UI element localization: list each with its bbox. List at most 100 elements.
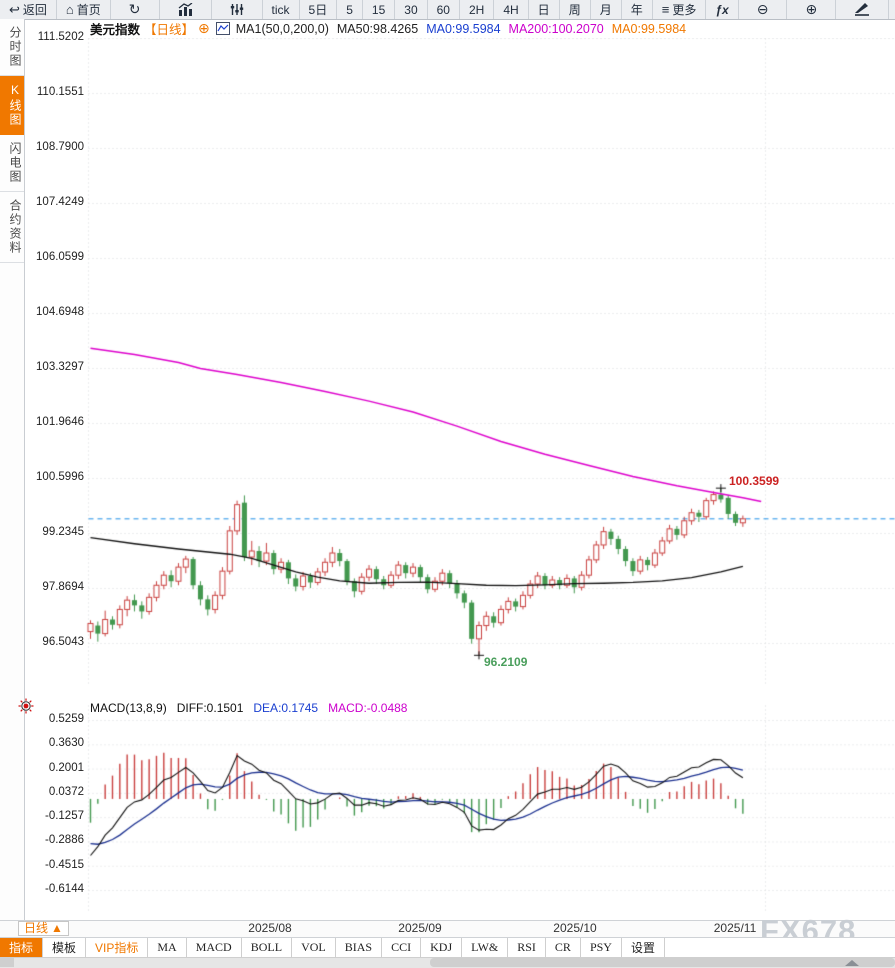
indicator-settings-button[interactable]	[212, 0, 263, 19]
left-sidebar: 分时图 K线图 闪电图 合约资料	[0, 19, 25, 920]
period-day-label: 日	[537, 3, 550, 17]
refresh-button[interactable]: ↻	[111, 0, 160, 19]
back-icon: ↩	[9, 2, 20, 17]
top-toolbar: ↩ 返回 ⌂ 首页 ↻	[0, 0, 895, 20]
indicator-tab-bar: 指标 模板 VIP指标 MA MACD BOLL VOL BIAS CCI KDJ LW& RSI CR…	[0, 937, 895, 957]
ma0-orange-value: MA0:99.5984	[611, 21, 687, 36]
indicator-tab-LW&[interactable]: LW&	[462, 938, 509, 957]
macd-macd-value: MACD:-0.0488	[328, 701, 408, 715]
symbol-period: 【日线】	[144, 23, 195, 37]
indicator-tab-KDJ[interactable]: KDJ	[421, 938, 463, 957]
date-label: 2025/10	[553, 921, 597, 935]
indicator-sun-icon[interactable]	[18, 698, 34, 714]
period-year-button[interactable]: 年	[622, 0, 653, 19]
period-15min-button[interactable]: 15	[363, 0, 396, 19]
indicator-tab-VOL[interactable]: VOL	[292, 938, 336, 957]
period-month-label: 月	[599, 3, 612, 17]
macd-diff-value: DIFF:0.1501	[176, 701, 244, 715]
more-button[interactable]: ≡ 更多	[653, 0, 707, 19]
zoom-out-icon: ⊖	[756, 1, 769, 17]
period-4h-button[interactable]: 4H	[494, 0, 529, 19]
expand-panel-arrow-icon[interactable]	[845, 960, 859, 966]
bar-chart-icon	[178, 3, 192, 16]
macd-axis-label: -0.1257	[44, 810, 84, 823]
ma0-blue-value: MA0:99.5984	[426, 21, 501, 36]
back-button[interactable]: ↩ 返回	[0, 0, 57, 19]
date-label: 2025/08	[248, 921, 292, 935]
zoom-in-icon: ⊕	[805, 1, 818, 17]
home-label: 首页	[76, 3, 101, 17]
indicator-tab-RSI[interactable]: RSI	[508, 938, 546, 957]
home-button[interactable]: ⌂ 首页	[57, 0, 111, 19]
zoom-in-button[interactable]: ⊕	[787, 0, 837, 19]
scroll-corner	[0, 958, 14, 967]
indicator-tab-MACD[interactable]: MACD	[187, 938, 242, 957]
chevron-up-icon: ▲	[51, 921, 63, 935]
period-2h-button[interactable]: 2H	[460, 0, 495, 19]
fx-icon: ƒx	[715, 2, 729, 17]
macd-dea-value: DEA:0.1745	[253, 701, 319, 715]
sidebar-item-time-chart[interactable]: 分时图	[0, 19, 24, 76]
period-15min-label: 15	[371, 2, 386, 17]
chart-type-button[interactable]	[160, 0, 212, 19]
period-year-label: 年	[630, 3, 643, 17]
indicator-tab-CCI[interactable]: CCI	[382, 938, 422, 957]
refresh-icon: ↻	[128, 1, 141, 17]
sidebar-item-lightning-chart[interactable]: 闪电图	[0, 135, 24, 192]
ma200-value: MA200:100.2070	[508, 21, 604, 36]
period-5day-label: 5日	[308, 3, 328, 17]
period-60min-button[interactable]: 60	[428, 0, 460, 19]
indicator-tab-BIAS[interactable]: BIAS	[336, 938, 383, 957]
date-label: 2025/09	[398, 921, 442, 935]
more-label: 更多	[672, 3, 697, 17]
main-chart-canvas[interactable]	[25, 38, 895, 700]
period-month-button[interactable]: 月	[591, 0, 622, 19]
mini-chart-icon[interactable]	[215, 22, 230, 35]
period-30min-label: 30	[404, 2, 418, 17]
add-indicator-icon[interactable]: ⊕	[198, 20, 210, 36]
date-label: 2025/11	[713, 921, 757, 935]
period-selector-button[interactable]: 日线 ▲	[18, 921, 69, 936]
fx-formula-button[interactable]: ƒx	[706, 0, 739, 19]
period-4h-label: 4H	[503, 2, 519, 17]
period-30min-button[interactable]: 30	[395, 0, 428, 19]
indicator-tab-指标[interactable]: 指标	[0, 938, 44, 957]
indicator-tab-CR[interactable]: CR	[546, 938, 581, 957]
period-tick-label: tick	[271, 2, 290, 17]
equalizer-icon	[230, 4, 243, 15]
period-5min-button[interactable]: 5	[337, 0, 363, 19]
sidebar-item-kline-chart[interactable]: K线图	[0, 76, 24, 135]
period-week-button[interactable]: 周	[560, 0, 591, 19]
draw-tool-button[interactable]	[836, 0, 890, 19]
y-axis-label: 111.5202	[37, 31, 84, 43]
y-axis-label: 97.8694	[42, 581, 84, 593]
high-price-label: 100.3599	[729, 474, 780, 488]
macd-header: MACD(13,8,9) DIFF:0.1501 DEA:0.1745 MACD…	[90, 701, 407, 715]
symbol-name: 美元指数	[90, 23, 141, 37]
home-icon: ⌂	[65, 2, 74, 17]
indicator-tab-PSY[interactable]: PSY	[581, 938, 622, 957]
macd-chart-canvas[interactable]	[25, 700, 895, 920]
y-axis-label: 99.2345	[42, 526, 84, 538]
macd-title: MACD(13,8,9)	[90, 701, 167, 715]
y-axis-label: 106.0599	[36, 251, 84, 263]
low-price-label: 96.2109	[484, 655, 528, 669]
indicator-tab-模板[interactable]: 模板	[43, 938, 87, 957]
indicator-tab-BOLL[interactable]: BOLL	[242, 938, 293, 957]
indicator-tab-VIP指标[interactable]: VIP指标	[86, 938, 149, 957]
zoom-out-button[interactable]: ⊖	[739, 0, 788, 19]
period-day-button[interactable]: 日	[529, 0, 560, 19]
sidebar-item-contract-info[interactable]: 合约资料	[0, 192, 24, 263]
indicator-tab-设置[interactable]: 设置	[622, 938, 665, 957]
y-axis-label: 110.1551	[36, 86, 84, 98]
period-60min-label: 60	[436, 2, 450, 17]
period-tick-button[interactable]: tick	[263, 0, 300, 19]
macd-axis-label: 0.5259	[48, 713, 84, 725]
indicator-tab-MA[interactable]: MA	[148, 938, 187, 957]
back-label: 返回	[22, 3, 47, 17]
period-5day-button[interactable]: 5日	[300, 0, 338, 19]
y-axis-label: 100.5996	[36, 471, 84, 483]
scrollbar-thumb[interactable]	[430, 958, 895, 967]
y-axis-label: 104.6948	[36, 306, 84, 318]
